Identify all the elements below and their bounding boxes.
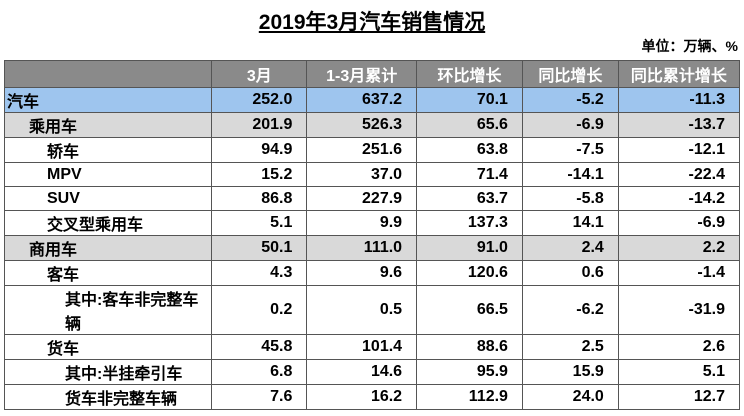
title: 2019年3月汽车销售情况 [258, 11, 486, 34]
value-cell: 5.1 [211, 210, 308, 236]
value-cell: 9.9 [306, 210, 418, 236]
value-cell: 15.9 [521, 359, 619, 385]
value-cell: 88.6 [416, 334, 523, 360]
row-label: SUV [3, 186, 213, 211]
value-cell: 4.3 [211, 260, 308, 286]
table-row: 客车 4.3 9.6 120.6 0.6 -1.4 [3, 260, 741, 286]
table-row: 货车非完整车辆 7.6 16.2 112.9 24.0 12.7 [3, 384, 741, 410]
value-cell: -14.1 [521, 162, 619, 187]
row-label: 交叉型乘用车 [3, 210, 213, 236]
value-cell: 50.1 [211, 235, 308, 261]
table-row: 交叉型乘用车 5.1 9.9 137.3 14.1 -6.9 [3, 210, 741, 236]
value-cell: 66.5 [416, 285, 523, 335]
row-label: 轿车 [3, 137, 213, 163]
value-cell: 45.8 [211, 334, 308, 360]
value-cell: 637.2 [306, 87, 418, 113]
value-cell: 91.0 [416, 235, 523, 261]
value-cell: 2.6 [617, 334, 741, 360]
value-cell: 86.8 [211, 186, 308, 211]
table-row: 其中:客车非完整车辆 0.2 0.5 66.5 -6.2 -31.9 [3, 285, 741, 335]
value-cell: 101.4 [306, 334, 418, 360]
row-label: 货车 [3, 334, 213, 360]
column-header: 1-3月累计 [306, 60, 418, 88]
row-label: 其中:客车非完整车辆 [3, 285, 213, 335]
value-cell: -11.3 [617, 87, 741, 113]
value-cell: -7.5 [521, 137, 619, 163]
value-cell: 120.6 [416, 260, 523, 286]
value-cell: 252.0 [211, 87, 308, 113]
table-row: 乘用车 201.9 526.3 65.6 -6.9 -13.7 [3, 112, 741, 138]
value-cell: 526.3 [306, 112, 418, 138]
table-body: 汽车 252.0 637.2 70.1 -5.2 -11.3 乘用车 201.9 526.3 65… [3, 87, 741, 410]
sales-table: 3月 1-3月累计 环比增长 同比增长 同比累计增长 汽车 252.0 637.2 70.1-… [3, 60, 741, 410]
value-cell: 0.6 [521, 260, 619, 286]
value-cell: 16.2 [306, 384, 418, 410]
value-cell: 70.1 [416, 87, 523, 113]
header-row: 3月 1-3月累计 环比增长 同比增长 同比累计增长 [3, 60, 741, 88]
value-cell: 112.9 [416, 384, 523, 410]
row-label: 汽车 [3, 87, 213, 113]
value-cell: 201.9 [211, 112, 308, 138]
value-cell: 24.0 [521, 384, 619, 410]
value-cell: 15.2 [211, 162, 308, 187]
column-header: 同比增长 [521, 60, 619, 88]
value-cell: 14.6 [306, 359, 418, 385]
value-cell: 9.6 [306, 260, 418, 286]
value-cell: 2.4 [521, 235, 619, 261]
value-cell: -13.7 [617, 112, 741, 138]
row-label: MPV [3, 162, 213, 187]
value-cell: 63.8 [416, 137, 523, 163]
value-cell: 251.6 [306, 137, 418, 163]
value-cell: -6.2 [521, 285, 619, 335]
column-header: 3月 [211, 60, 308, 88]
row-label: 货车非完整车辆 [3, 384, 213, 410]
value-cell: 2.2 [617, 235, 741, 261]
row-label: 其中:半挂牵引车 [3, 359, 213, 385]
value-cell: -5.2 [521, 87, 619, 113]
value-cell: 37.0 [306, 162, 418, 187]
table-row: 货车 45.8 101.4 88.6 2.5 2.6 [3, 334, 741, 360]
value-cell: 12.7 [617, 384, 741, 410]
table-row: 商用车 50.1 111.0 91.0 2.4 2.2 [3, 235, 741, 261]
column-header [3, 60, 213, 88]
value-cell: 227.9 [306, 186, 418, 211]
value-cell: 0.2 [211, 285, 308, 335]
table-row: MPV 15.2 37.0 71.4 -14.1 -22.4 [3, 162, 741, 187]
value-cell: 2.5 [521, 334, 619, 360]
value-cell: 7.6 [211, 384, 308, 410]
unit-note: 单位：万辆、% [641, 38, 738, 54]
value-cell: 5.1 [617, 359, 741, 385]
column-header: 同比累计增长 [617, 60, 741, 88]
table-row: SUV 86.8 227.9 63.7 -5.8 -14.2 [3, 186, 741, 211]
value-cell: -12.1 [617, 137, 741, 163]
table-row: 轿车 94.9 251.6 63.8 -7.5 -12.1 [3, 137, 741, 163]
value-cell: 95.9 [416, 359, 523, 385]
value-cell: 94.9 [211, 137, 308, 163]
value-cell: 0.5 [306, 285, 418, 335]
value-cell: 63.7 [416, 186, 523, 211]
value-cell: -6.9 [521, 112, 619, 138]
value-cell: 137.3 [416, 210, 523, 236]
value-cell: -22.4 [617, 162, 741, 187]
row-label: 客车 [3, 260, 213, 286]
value-cell: -1.4 [617, 260, 741, 286]
value-cell: 111.0 [306, 235, 418, 261]
value-cell: -31.9 [617, 285, 741, 335]
value-cell: 14.1 [521, 210, 619, 236]
value-cell: 71.4 [416, 162, 523, 187]
row-label: 商用车 [3, 235, 213, 261]
value-cell: -14.2 [617, 186, 741, 211]
table-row: 其中:半挂牵引车 6.8 14.6 95.9 15.9 5.1 [3, 359, 741, 385]
value-cell: 65.6 [416, 112, 523, 138]
table-row: 汽车 252.0 637.2 70.1 -5.2 -11.3 [3, 87, 741, 113]
value-cell: -5.8 [521, 186, 619, 211]
value-cell: 6.8 [211, 359, 308, 385]
row-label: 乘用车 [3, 112, 213, 138]
column-header: 环比增长 [416, 60, 523, 88]
value-cell: -6.9 [617, 210, 741, 236]
